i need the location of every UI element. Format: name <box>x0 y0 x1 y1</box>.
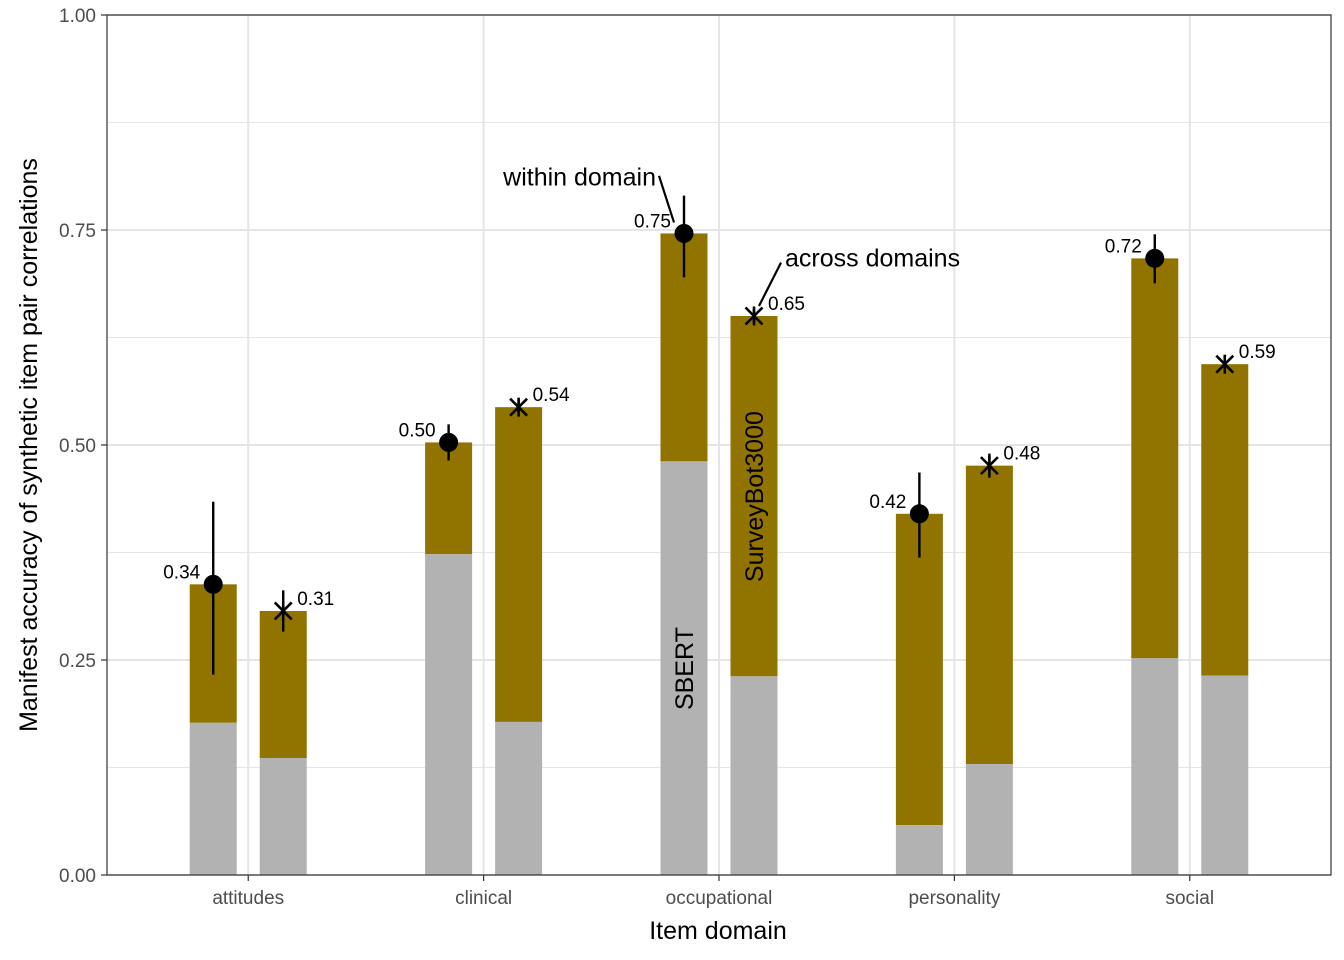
point-asterisk <box>979 456 999 476</box>
bar-sbert <box>660 461 708 875</box>
bar-surveybot3000 <box>1131 258 1179 659</box>
data-labels: 0.34 0.50 0.75 0.42 0.72 0.31 0.54 0.65 0.48 0.59 <box>163 211 1276 610</box>
point-circle <box>909 504 929 524</box>
bar-surveybot3000 <box>895 513 943 826</box>
bar-sbert <box>1131 658 1179 875</box>
y-tick-label: 0.75 <box>59 221 96 242</box>
bars <box>189 233 1249 875</box>
x-axis-title: Item domain <box>649 917 787 945</box>
bar-sbert <box>1201 675 1249 875</box>
data-label: 0.59 <box>1239 342 1276 363</box>
data-label: 0.54 <box>533 385 570 406</box>
bar-surveybot3000 <box>495 407 543 722</box>
point-asterisk <box>273 601 293 621</box>
bar-surveybot3000 <box>1201 364 1249 676</box>
data-label: 0.75 <box>634 211 671 232</box>
bar-sbert <box>965 764 1013 875</box>
data-label: 0.42 <box>869 492 906 513</box>
x-tick-label: personality <box>908 888 1000 909</box>
bar-surveybot3000 <box>730 316 778 677</box>
data-label: 0.50 <box>399 420 436 441</box>
y-tick-label: 0.50 <box>59 436 96 457</box>
bar-surveybot3000 <box>259 610 307 759</box>
segment-label-sbert: SBERT <box>671 627 699 710</box>
bar-sbert <box>259 758 307 875</box>
bar-surveybot3000 <box>425 442 473 555</box>
annotation-leader-across <box>758 262 782 307</box>
bar-sbert <box>495 721 543 875</box>
x-tick-label: attitudes <box>212 888 284 909</box>
bar-surveybot3000 <box>965 465 1013 765</box>
data-label: 0.48 <box>1003 444 1040 465</box>
annotations: SBERT SurveyBot3000 within domain across do… <box>502 163 960 710</box>
annotation-within: within domain <box>502 163 656 191</box>
x-tick-label: social <box>1165 888 1214 909</box>
point-circle <box>674 223 694 243</box>
y-axis-title: Manifest accuracy of synthetic item pair… <box>15 158 43 732</box>
markers <box>203 195 1235 675</box>
bar-sbert <box>730 676 778 875</box>
point-circle <box>439 432 459 452</box>
data-label: 0.65 <box>768 294 805 315</box>
point-circle <box>203 574 223 594</box>
segment-label-surveybot3000: SurveyBot3000 <box>741 411 769 582</box>
point-asterisk <box>509 397 529 417</box>
data-label: 0.31 <box>297 589 334 610</box>
data-label: 0.72 <box>1105 236 1142 257</box>
bar-sbert <box>425 554 473 875</box>
bar-sbert <box>895 825 943 875</box>
point-asterisk <box>1215 354 1235 374</box>
x-tick-label: clinical <box>455 888 512 909</box>
bar-sbert <box>189 722 237 875</box>
point-asterisk <box>744 306 764 326</box>
x-tick-label: occupational <box>666 888 773 909</box>
y-tick-label: 0.00 <box>59 866 96 887</box>
y-tick-label: 0.25 <box>59 651 96 672</box>
y-tick-label: 1.00 <box>59 6 96 27</box>
annotation-across: across domains <box>785 244 960 272</box>
data-label: 0.34 <box>163 562 200 583</box>
point-circle <box>1145 248 1165 268</box>
axes: 0.00 0.25 0.50 0.75 1.00 attitudes clinical occ… <box>59 6 1214 909</box>
annotation-leader-within <box>657 175 676 223</box>
